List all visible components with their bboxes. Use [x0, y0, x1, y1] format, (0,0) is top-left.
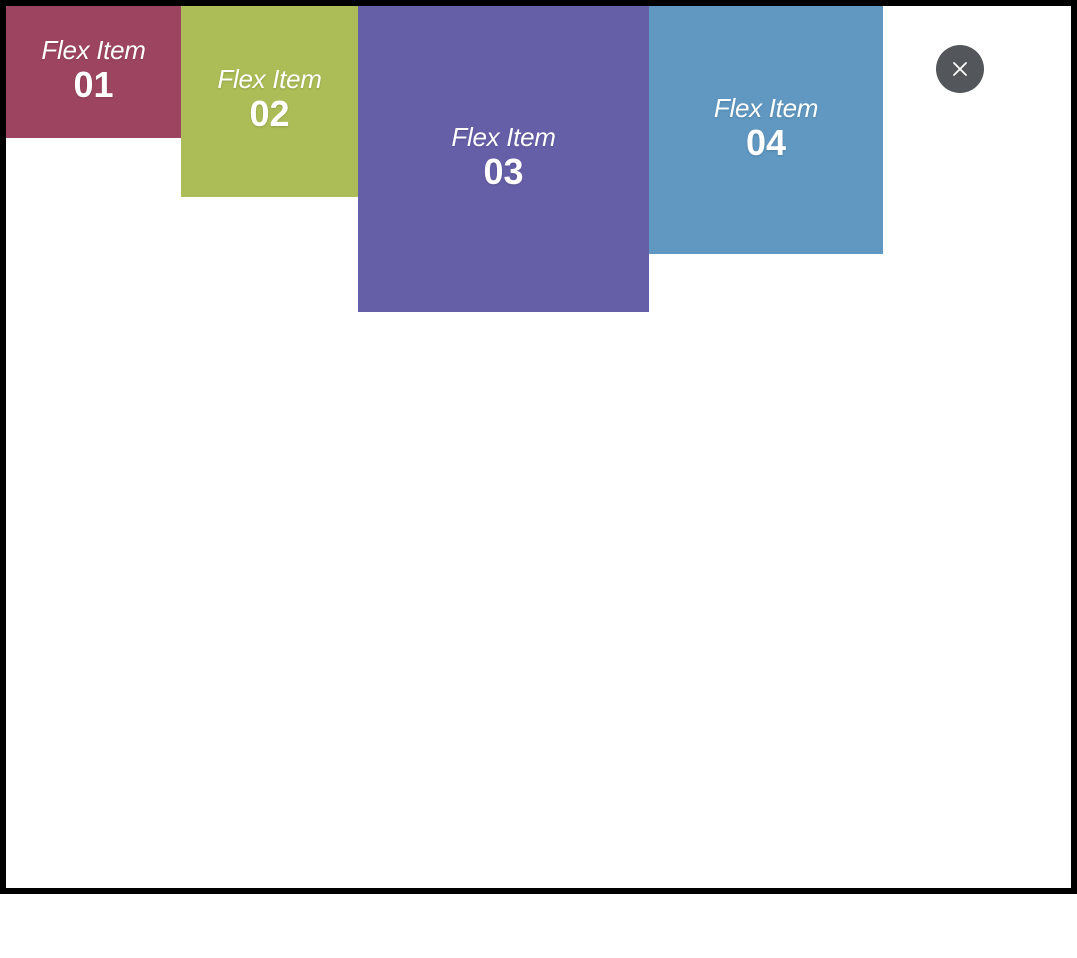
viewport-frame: Flex Item 01 Flex Item 02 Flex Item 03 F…: [0, 0, 1077, 894]
flex-item-02: Flex Item 02: [181, 6, 358, 197]
flex-item-number: 01: [73, 64, 114, 105]
flex-item-label: Flex Item: [713, 93, 819, 123]
close-icon: [952, 61, 968, 77]
flex-item-label: Flex Item: [451, 122, 556, 152]
flex-item-number: 02: [249, 93, 290, 134]
flex-item-label: Flex Item: [217, 64, 322, 94]
close-button[interactable]: [936, 45, 984, 93]
flex-container: Flex Item 01 Flex Item 02 Flex Item 03 F…: [6, 6, 883, 312]
flex-item-01: Flex Item 01: [6, 6, 181, 138]
flex-item-04: Flex Item 04: [649, 6, 883, 254]
flex-item-number: 04: [745, 122, 787, 163]
flex-item-03: Flex Item 03: [358, 6, 649, 312]
flex-item-label: Flex Item: [41, 35, 146, 65]
flex-item-number: 03: [483, 151, 524, 192]
